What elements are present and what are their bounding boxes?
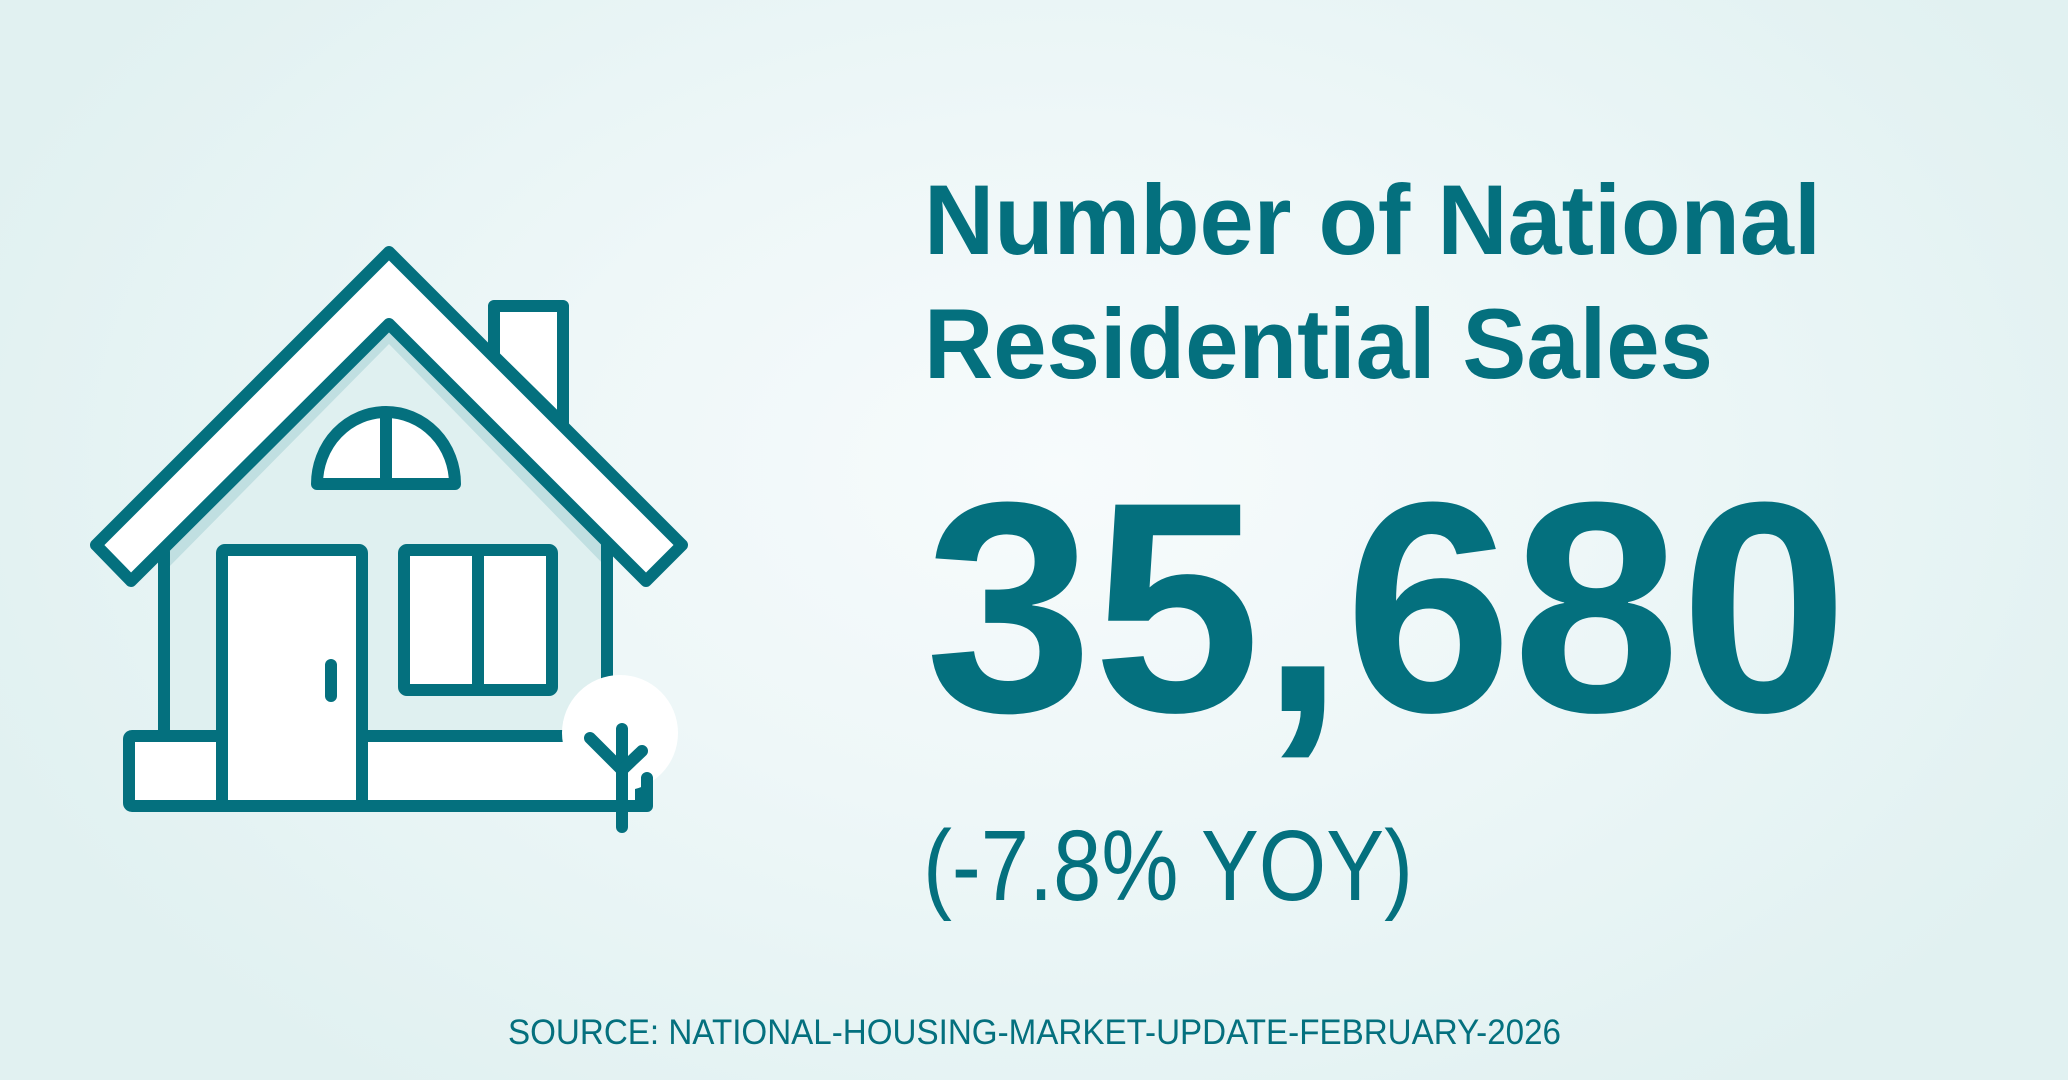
window-icon — [398, 544, 558, 696]
sales-value: 35,680 — [925, 439, 1848, 775]
title-line-2: Residential Sales — [924, 288, 1713, 399]
tree-icon — [562, 675, 678, 833]
house-icon — [90, 246, 688, 833]
yoy-change: (-7.8% YOY) — [923, 810, 1413, 922]
arch-window-icon — [311, 406, 461, 490]
roof-icon — [90, 246, 688, 587]
source-label: SOURCE: NATIONAL-HOUSING-MARKET-UPDATE-F… — [508, 1013, 1561, 1052]
door-icon — [216, 544, 368, 812]
title-line-1: Number of National — [924, 164, 1821, 275]
